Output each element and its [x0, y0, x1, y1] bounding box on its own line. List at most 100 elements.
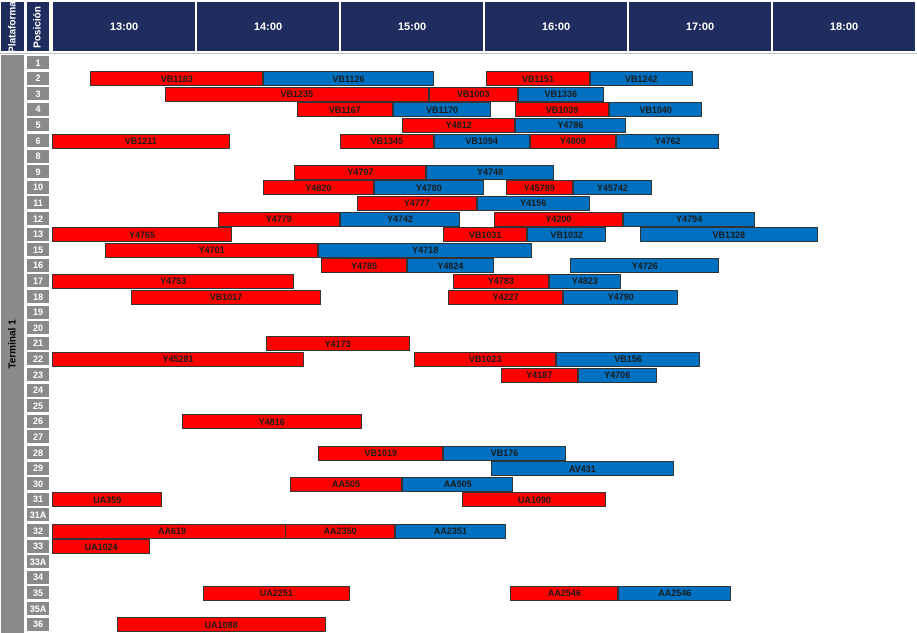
- flight-bar-vb1211[interactable]: VB1211: [52, 133, 230, 149]
- flight-bar-y4797[interactable]: Y4797: [294, 164, 427, 180]
- position-label-29: 29: [27, 461, 49, 475]
- flight-bar-y4762[interactable]: Y4762: [616, 133, 720, 149]
- flight-bar-y4701[interactable]: Y4701: [104, 242, 319, 258]
- time-header-1300: 13:00: [53, 2, 195, 51]
- flight-bar-y4809[interactable]: Y4809: [529, 133, 616, 149]
- flight-bar-y45281[interactable]: Y45281: [52, 351, 304, 367]
- flight-bar-vb1023[interactable]: VB1023: [414, 351, 556, 367]
- flight-bar-vb1031[interactable]: VB1031: [443, 227, 528, 243]
- flight-bar-y4823[interactable]: Y4823: [548, 273, 621, 289]
- flight-bar-y4742[interactable]: Y4742: [340, 211, 460, 227]
- flight-bar-vb1235[interactable]: VB1235: [164, 86, 429, 102]
- position-label-6: 6: [27, 134, 49, 147]
- flight-bar-y4200[interactable]: Y4200: [493, 211, 624, 227]
- flight-bar-aa505[interactable]: AA505: [289, 476, 403, 492]
- flight-bar-y4227[interactable]: Y4227: [448, 289, 564, 305]
- position-label-21: 21: [27, 336, 49, 350]
- position-label-36: 36: [27, 617, 49, 631]
- flight-bar-aa2350[interactable]: AA2350: [284, 523, 396, 539]
- position-label-17: 17: [27, 274, 49, 288]
- flight-bar-y4753[interactable]: Y4753: [52, 273, 295, 289]
- flight-bar-vb156[interactable]: VB156: [556, 351, 700, 367]
- flight-bar-y4785[interactable]: Y4785: [320, 258, 408, 274]
- position-label-9: 9: [27, 165, 49, 179]
- flight-bar-y4824[interactable]: Y4824: [407, 258, 494, 274]
- flight-bar-y4718[interactable]: Y4718: [318, 242, 532, 258]
- flight-bar-aa2351[interactable]: AA2351: [395, 523, 506, 539]
- flight-bar-vb1151[interactable]: VB1151: [486, 71, 590, 87]
- flight-bar-vb1328[interactable]: VB1328: [640, 227, 818, 243]
- time-header-1400: 14:00: [197, 2, 339, 51]
- terminal-label: Terminal 1: [7, 319, 18, 369]
- position-label-5: 5: [27, 118, 49, 132]
- flight-bar-y4706[interactable]: Y4706: [577, 367, 657, 383]
- flight-bar-y4777[interactable]: Y4777: [356, 195, 477, 211]
- flight-bar-vb1242[interactable]: VB1242: [589, 71, 693, 87]
- position-label-33A: 33A: [27, 555, 49, 569]
- flight-bar-y45789[interactable]: Y45789: [505, 180, 573, 196]
- flight-bar-y4783[interactable]: Y4783: [452, 273, 549, 289]
- flight-bar-aa2546[interactable]: AA2546: [618, 585, 732, 601]
- position-label-18: 18: [27, 290, 49, 303]
- position-label-8: 8: [27, 149, 49, 163]
- flight-bar-vb1170[interactable]: VB1170: [392, 102, 492, 118]
- flight-bar-y4779[interactable]: Y4779: [217, 211, 340, 227]
- position-label-16: 16: [27, 258, 49, 272]
- flight-bar-y4790[interactable]: Y4790: [563, 289, 679, 305]
- position-label-22: 22: [27, 352, 49, 366]
- time-header-1700: 17:00: [629, 2, 771, 51]
- flight-bar-ua1090[interactable]: UA1090: [462, 492, 607, 508]
- flight-bar-vb1183[interactable]: VB1183: [90, 71, 264, 87]
- flight-bar-vb1003[interactable]: VB1003: [428, 86, 518, 102]
- flight-bar-vb1032[interactable]: VB1032: [527, 227, 607, 243]
- flight-bar-vb1336[interactable]: VB1336: [517, 86, 604, 102]
- header-divider: [0, 53, 917, 54]
- flight-bar-y4156[interactable]: Y4156: [476, 195, 590, 211]
- position-label-11: 11: [27, 196, 49, 210]
- flight-bar-y4816[interactable]: Y4816: [181, 414, 362, 430]
- flight-bar-vb1126[interactable]: VB1126: [263, 71, 434, 87]
- flight-bar-ua1088[interactable]: UA1088: [116, 617, 326, 633]
- flight-bar-av431[interactable]: AV431: [491, 461, 674, 477]
- position-label-2: 2: [27, 71, 49, 85]
- flight-bar-vb1167[interactable]: VB1167: [296, 102, 393, 118]
- flight-bar-vb1094[interactable]: VB1094: [433, 133, 530, 149]
- flight-bar-y4820[interactable]: Y4820: [263, 180, 374, 196]
- position-label-1: 1: [27, 56, 49, 69]
- flight-bar-aa505[interactable]: AA505: [402, 476, 513, 492]
- flight-bar-vb1019[interactable]: VB1019: [318, 445, 444, 461]
- flight-bar-vb1017[interactable]: VB1017: [131, 289, 321, 305]
- flight-bar-vb1039[interactable]: VB1039: [515, 102, 609, 118]
- position-label-12: 12: [27, 212, 49, 225]
- flight-bar-aa619[interactable]: AA619: [52, 523, 292, 539]
- flight-bar-aa2546[interactable]: AA2546: [510, 585, 619, 601]
- position-label-30: 30: [27, 477, 49, 491]
- time-header-1600: 16:00: [485, 2, 627, 51]
- flight-bar-ua359[interactable]: UA359: [52, 492, 163, 508]
- flight-bar-y4765[interactable]: Y4765: [52, 227, 232, 243]
- flight-bar-y4812[interactable]: Y4812: [402, 117, 516, 133]
- flight-bar-y45742[interactable]: Y45742: [572, 180, 652, 196]
- flight-bar-y4187[interactable]: Y4187: [500, 367, 578, 383]
- flight-bar-y4173[interactable]: Y4173: [265, 336, 410, 352]
- flight-bar-ua1024[interactable]: UA1024: [52, 539, 151, 555]
- time-header-1800: 18:00: [773, 2, 915, 51]
- flight-bar-y4726[interactable]: Y4726: [570, 258, 720, 274]
- flight-bar-ua2251[interactable]: UA2251: [203, 585, 350, 601]
- position-label-28: 28: [27, 446, 49, 459]
- position-label-10: 10: [27, 180, 49, 194]
- flight-bar-y4780[interactable]: Y4780: [373, 180, 484, 196]
- position-label-31A: 31A: [27, 508, 49, 522]
- position-label-35A: 35A: [27, 602, 49, 615]
- platform-header-label: Plataforma: [7, 0, 18, 53]
- position-label-31: 31: [27, 492, 49, 506]
- flight-bar-y4786[interactable]: Y4786: [515, 117, 626, 133]
- flight-bar-vb1040[interactable]: VB1040: [608, 102, 703, 118]
- flight-bar-y4748[interactable]: Y4748: [426, 164, 554, 180]
- position-header-label: Posición: [32, 5, 44, 48]
- flight-bar-vb176[interactable]: VB176: [443, 445, 566, 461]
- flight-bar-vb1345[interactable]: VB1345: [340, 133, 434, 149]
- position-label-25: 25: [27, 399, 49, 413]
- flight-bar-y4794[interactable]: Y4794: [623, 211, 756, 227]
